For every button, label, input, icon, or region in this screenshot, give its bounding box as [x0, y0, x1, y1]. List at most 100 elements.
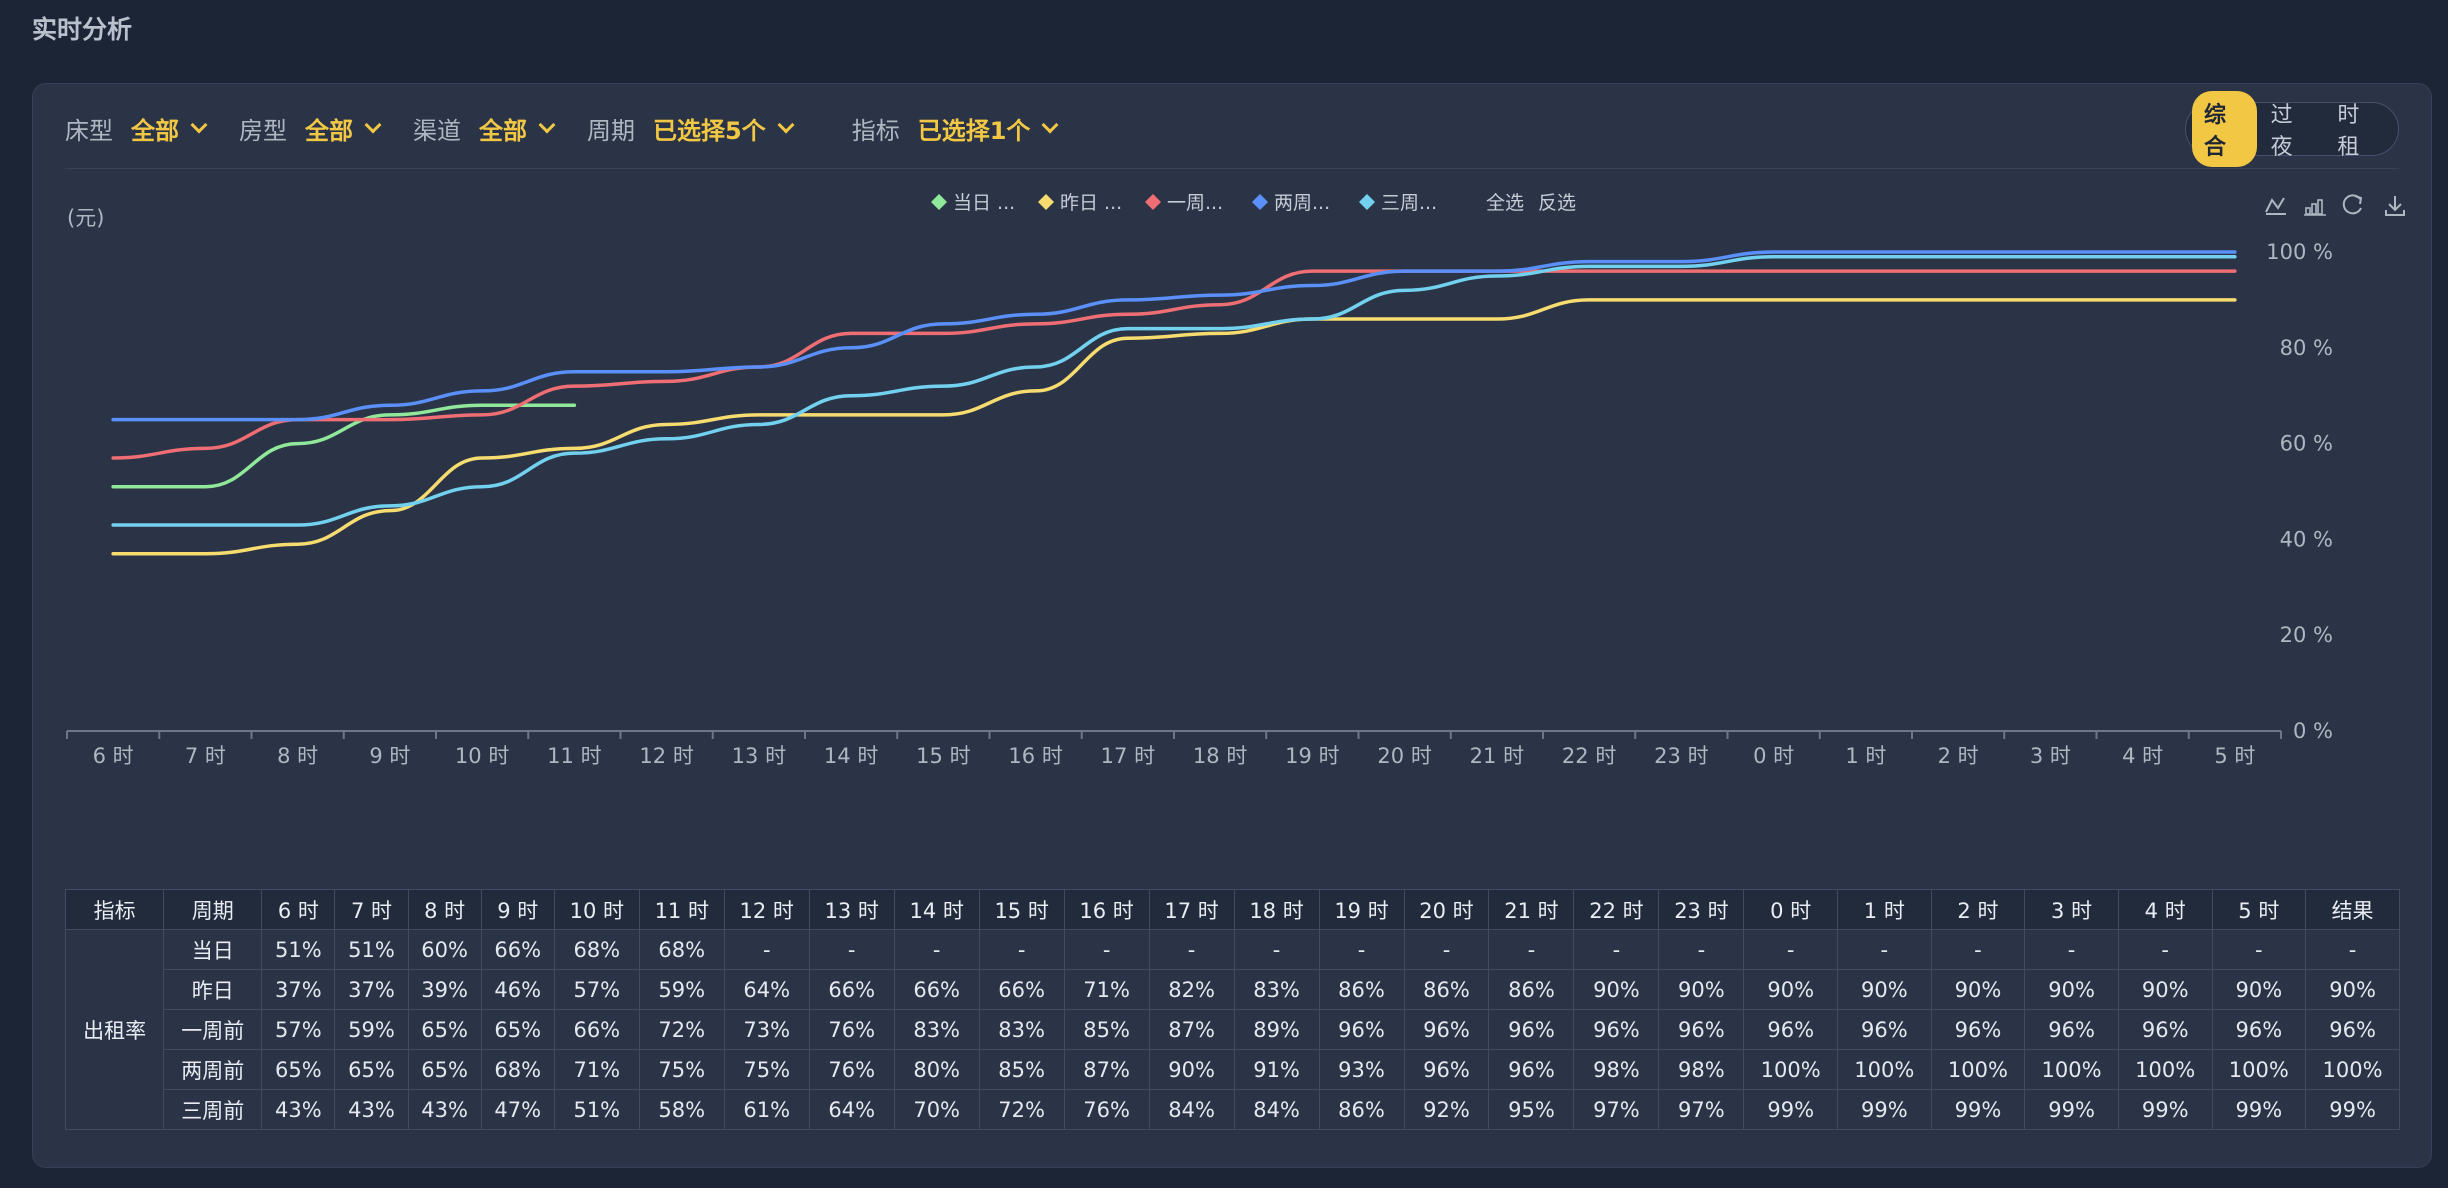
- x-tick-label: 18 时: [1193, 744, 1247, 768]
- filter-channel[interactable]: 渠道 全部: [413, 111, 556, 146]
- table-cell: 86%: [1318, 1089, 1405, 1130]
- legend-marker[interactable]: [1252, 194, 1268, 210]
- table-cell: 59%: [638, 969, 725, 1010]
- table-cell: 39%: [407, 969, 482, 1010]
- legend-invert[interactable]: 反选: [1538, 192, 1576, 214]
- table-cell: 100%: [2211, 1049, 2307, 1090]
- table-cell: -: [1930, 929, 2026, 970]
- table-header-cell: 22 时: [1573, 889, 1660, 930]
- legend-item[interactable]: 昨日 ...: [1060, 192, 1122, 214]
- filter-value: 全部: [131, 116, 179, 145]
- table-cell: -: [1488, 929, 1575, 970]
- table-header-cell: 10 时: [553, 889, 640, 930]
- x-tick-label: 17 时: [1101, 744, 1155, 768]
- bar-chart-icon-bar: [2311, 203, 2317, 215]
- legend-item[interactable]: 两周...: [1274, 192, 1330, 214]
- table-cell: 99%: [2305, 1089, 2400, 1130]
- table-cell: 95%: [1488, 1089, 1575, 1130]
- period-cell: 两周前: [163, 1049, 263, 1090]
- x-tick-label: 19 时: [1285, 744, 1339, 768]
- table-cell: 43%: [334, 1089, 409, 1130]
- legend-marker[interactable]: [931, 194, 947, 210]
- mode-tab-overnight[interactable]: 过夜: [2270, 103, 2293, 160]
- table-row: 出租率 当日 51% 51% 60% 66% 68% 68% - - - - - - - - - - - - - - - - -…: [64, 929, 2400, 1130]
- table-cell: 57%: [553, 969, 640, 1010]
- table-cell: 65%: [407, 1009, 482, 1050]
- table-cell: -: [893, 929, 980, 970]
- x-tick-label: 12 时: [639, 744, 693, 768]
- legend-item[interactable]: 三周...: [1381, 192, 1437, 214]
- x-tick-label: 3 时: [2030, 744, 2071, 768]
- table-cell: 84%: [1148, 1089, 1235, 1130]
- table-row: 两周前 65% 65% 65% 68% 71% 75% 75% 76% 80% 85% 87% 90% 9…: [66, 1049, 2400, 1090]
- table-cell: 100%: [1743, 1049, 1838, 1090]
- filter-bed-type[interactable]: 床型 全部: [65, 111, 208, 146]
- table-cell: 51%: [553, 1089, 640, 1130]
- filter-label: 房型: [239, 116, 287, 145]
- x-tick-label: 4 时: [2122, 744, 2163, 768]
- filter-label: 渠道: [413, 116, 461, 145]
- table-cell: 72%: [638, 1009, 725, 1050]
- refresh-icon[interactable]: [2342, 194, 2362, 215]
- table-cell: 90%: [2211, 969, 2307, 1010]
- table-cell: 57%: [261, 1009, 336, 1050]
- table-cell: 72%: [978, 1089, 1065, 1130]
- table-header-cell: 7 时: [334, 889, 409, 930]
- metric-name-cell: 出租率: [64, 929, 165, 1130]
- table-cell: 96%: [2211, 1009, 2307, 1050]
- x-tick-label: 10 时: [455, 744, 509, 768]
- table-header-cell: 指标: [64, 889, 165, 930]
- table-cell: 66%: [978, 969, 1065, 1010]
- table-header-cell: 19 时: [1318, 889, 1405, 930]
- table-header-cell: 14 时: [893, 889, 980, 930]
- legend-select-all[interactable]: 全选: [1486, 192, 1524, 214]
- legend-item[interactable]: 一周...: [1167, 192, 1223, 214]
- bar-chart-icon[interactable]: [2305, 207, 2311, 215]
- series-line-1: [111, 403, 577, 489]
- series-line-5: [111, 255, 2237, 527]
- table-row: 三周前 43% 43% 43% 47% 51% 58% 61% 64% 70% 72% 76% 84% 8…: [66, 1089, 2400, 1130]
- legend-item[interactable]: 当日 ...: [953, 192, 1015, 214]
- table-cell: 76%: [1063, 1089, 1150, 1130]
- table-cell: 92%: [1403, 1089, 1490, 1130]
- table-cell: 96%: [1403, 1049, 1490, 1090]
- filter-metric[interactable]: 指标 已选择1个: [852, 111, 1059, 146]
- table-cell: 100%: [2305, 1049, 2400, 1090]
- table-cell: 66%: [480, 929, 555, 970]
- table-cell: 51%: [334, 929, 409, 970]
- y-axis-label: (元): [67, 206, 104, 230]
- y-tick-label: 0 %: [2293, 719, 2333, 743]
- table-header-cell: 12 时: [723, 889, 810, 930]
- legend-marker[interactable]: [1359, 194, 1375, 210]
- filter-value: 已选择1个: [917, 116, 1031, 145]
- table-cell: -: [2024, 929, 2119, 970]
- x-tick-label: 23 时: [1654, 744, 1708, 768]
- filter-room-type[interactable]: 房型 全部: [239, 111, 382, 146]
- table-cell: 96%: [2117, 1009, 2213, 1050]
- table-cell: 75%: [638, 1049, 725, 1090]
- mode-tab-overall[interactable]: 综合: [2192, 91, 2257, 167]
- table-cell: 96%: [2024, 1009, 2119, 1050]
- table-header-cell: 8 时: [407, 889, 482, 930]
- table-cell: 98%: [1658, 1049, 1745, 1090]
- table-header-cell: 20 时: [1403, 889, 1490, 930]
- mode-tab-hourly[interactable]: 时租: [2337, 103, 2360, 160]
- series-line-3: [111, 269, 2237, 460]
- legend-marker[interactable]: [1145, 194, 1161, 210]
- x-tick-label: 20 时: [1377, 744, 1431, 768]
- page-title: 实时分析: [32, 15, 133, 44]
- legend-marker[interactable]: [1038, 194, 1054, 210]
- line-chart-icon[interactable]: [2265, 197, 2285, 213]
- table-cell: -: [723, 929, 810, 970]
- x-tick-label: 0 时: [1753, 744, 1794, 768]
- table-cell: 99%: [2211, 1089, 2307, 1130]
- table-cell: 99%: [2024, 1089, 2119, 1130]
- table-cell: -: [1318, 929, 1405, 970]
- table-cell: 83%: [893, 1009, 980, 1050]
- table-cell: -: [1148, 929, 1235, 970]
- table-row: 一周前 57% 59% 65% 65% 66% 72% 73% 76% 83% 83% 85% 87% 8…: [66, 1009, 2400, 1050]
- table-cell: 68%: [553, 929, 640, 970]
- table-cell: -: [2305, 929, 2400, 970]
- filter-period[interactable]: 周期 已选择5个: [587, 111, 795, 146]
- y-tick-label: 60 %: [2280, 432, 2333, 456]
